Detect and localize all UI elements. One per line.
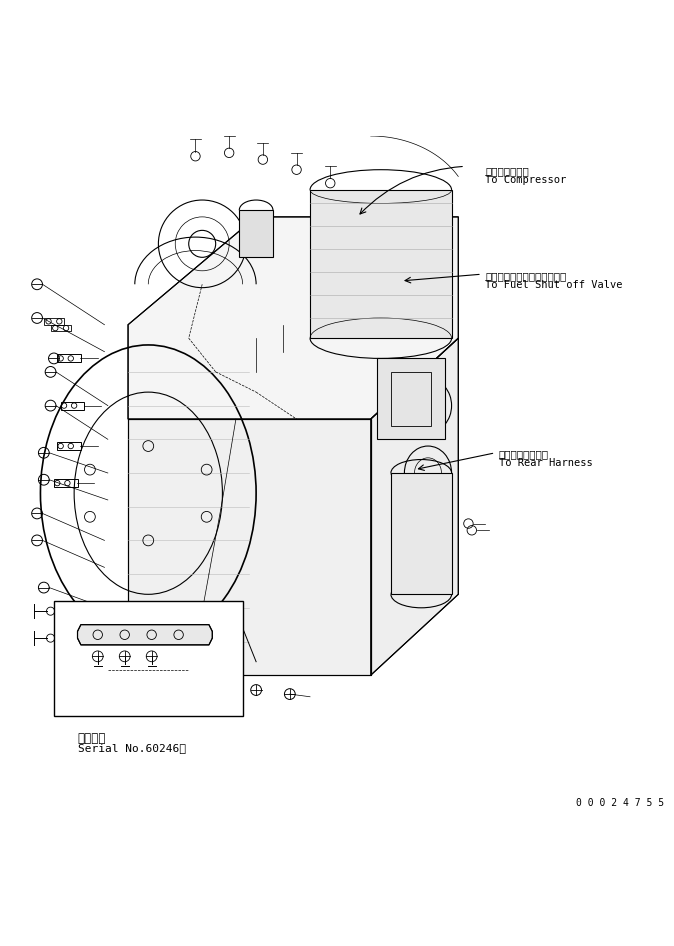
Bar [391,372,431,426]
Bar [61,401,84,410]
Bar [54,601,243,715]
Text: To Fuel Shut off Valve: To Fuel Shut off Valve [485,280,623,289]
Polygon shape [128,419,371,675]
Polygon shape [310,190,452,339]
Bar [51,324,71,331]
Text: To Compressor: To Compressor [485,175,567,185]
Text: Serial No.60246～: Serial No.60246～ [78,743,185,753]
Polygon shape [78,624,212,645]
Text: 適用号機: 適用号機 [78,732,106,745]
Bar [239,210,273,257]
Bar [44,318,64,324]
Text: フェルシャットオフバルブヘ: フェルシャットオフバルブヘ [485,271,567,281]
Bar [377,359,445,439]
Bar [391,473,452,594]
Bar [57,442,81,450]
Bar [54,479,78,487]
Polygon shape [371,339,458,675]
Text: コンプレッサヘ: コンプレッサヘ [485,166,529,176]
Bar [57,355,81,362]
Text: 0 0 0 2 4 7 5 5: 0 0 0 2 4 7 5 5 [576,797,664,808]
Polygon shape [128,217,458,419]
Text: To Rear Harness: To Rear Harness [499,458,592,468]
Text: リヤーハーネスヘ: リヤーハーネスヘ [499,449,549,460]
